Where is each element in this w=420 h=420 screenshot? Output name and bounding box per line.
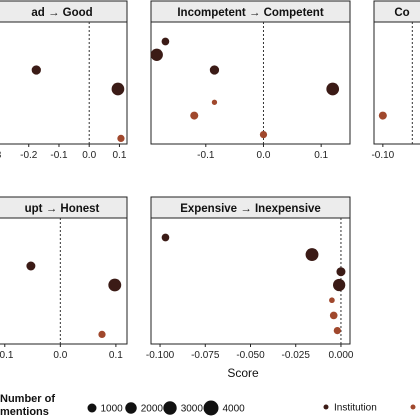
data-point [336, 267, 346, 277]
data-point [329, 297, 335, 304]
data-point [117, 134, 125, 143]
panel-frame [0, 217, 128, 345]
panel-title: Incompetent → Competent [177, 7, 323, 19]
data-point [209, 65, 220, 75]
x-tick-label: -0.1 [0, 350, 14, 361]
data-point [190, 111, 199, 120]
panel-title: Expensive → Inexpensive [180, 203, 321, 215]
x-tick-label: 0.1 [112, 150, 126, 161]
data-point [259, 130, 268, 139]
size-legend-label: 2000 [141, 404, 164, 415]
size-legend-key [163, 401, 177, 415]
x-tick-label: 0.1 [314, 150, 328, 161]
panel-2: Incompetent → Competent -0.1 0.0 0.1 [150, 0, 351, 161]
size-legend-title-line1: Number of [0, 393, 55, 405]
data-point [161, 37, 170, 46]
data-point [98, 330, 106, 339]
x-tick-label: -0.100 [146, 350, 175, 361]
x-tick-label: 0.000 [328, 350, 353, 361]
x-tick-label: -0.075 [191, 350, 220, 361]
size-legend-label: 4000 [223, 404, 246, 415]
data-point [161, 233, 170, 242]
x-tick-label: -0.025 [282, 350, 311, 361]
data-point [211, 99, 218, 105]
size-legend-label: 3000 [181, 404, 204, 415]
panel-5: Expensive → Inexpensive -0.100 -0.075 -0.05… [146, 196, 354, 361]
panel-frame [150, 217, 351, 345]
data-point [333, 326, 341, 335]
size-legend-label: 1000 [101, 404, 124, 415]
data-point [326, 82, 340, 96]
panel-title: ad → Good [31, 7, 92, 19]
x-tick-label: -0.050 [236, 350, 265, 361]
color-legend-label: Institution [334, 403, 377, 414]
data-point [378, 111, 387, 120]
data-point [31, 65, 41, 75]
panel-3: Co -0.10 [371, 0, 420, 161]
color-legend-key [410, 404, 416, 410]
x-tick-label: 0.0 [53, 350, 67, 361]
x-tick-label: 0.0 [82, 150, 96, 161]
x-tick-label: -0.10 [371, 150, 394, 161]
x-tick-label: -0.1 [197, 150, 215, 161]
data-point [305, 248, 319, 262]
size-legend-key [87, 403, 97, 413]
data-point [329, 311, 338, 320]
panel-frame [0, 21, 128, 145]
x-tick-label: -0.2 [20, 150, 38, 161]
panel-1: ad → Good 3 -0.2 -0.1 0.0 0.1 [0, 0, 128, 161]
data-point [332, 278, 346, 292]
panel-frame [373, 21, 420, 145]
x-tick-label: 0.1 [109, 350, 123, 361]
size-legend-key [125, 402, 137, 414]
size-legend-key [203, 400, 219, 416]
x-tick-label: -0.1 [50, 150, 68, 161]
x-tick-label: 0.0 [257, 150, 271, 161]
data-point [108, 278, 122, 292]
panel-title: upt → Honest [25, 203, 100, 215]
data-point [26, 261, 36, 271]
data-point [150, 48, 163, 61]
panel-title: Co [394, 7, 409, 19]
size-legend-title-line2: mentions [0, 406, 49, 418]
panel-4: upt → Honest -0.1 0.0 0.1 [0, 196, 128, 361]
x-axis-title: Score [227, 366, 259, 380]
legend: Number of mentions 1000 2000 3000 4000 Insti… [0, 393, 416, 418]
panel-frame [150, 21, 351, 145]
data-point [111, 82, 125, 96]
color-legend-key [323, 404, 329, 410]
x-tick-label: 3 [0, 150, 2, 161]
